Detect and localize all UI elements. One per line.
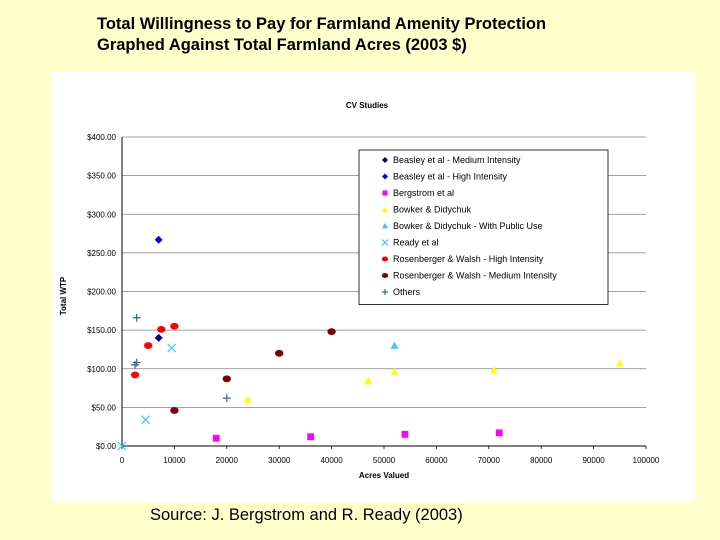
legend-marker bbox=[382, 289, 388, 295]
y-tick-label: $0.00 bbox=[96, 442, 117, 451]
y-tick-label: $100.00 bbox=[87, 365, 116, 374]
x-tick-label: 40000 bbox=[320, 456, 343, 465]
legend-entry: Rosenberger & Walsh - Medium Intensity bbox=[393, 271, 557, 281]
data-point bbox=[390, 367, 399, 376]
data-point bbox=[364, 377, 373, 385]
data-point bbox=[167, 343, 177, 353]
data-point bbox=[327, 328, 336, 336]
x-tick-label: 80000 bbox=[530, 456, 553, 465]
y-tick-label: $400.00 bbox=[87, 133, 116, 142]
legend-marker bbox=[381, 256, 389, 262]
legend-marker bbox=[382, 223, 388, 229]
y-tick-label: $250.00 bbox=[87, 249, 116, 258]
data-point bbox=[615, 359, 624, 367]
data-point bbox=[222, 394, 231, 403]
legend-marker bbox=[382, 157, 388, 163]
y-tick-label: $200.00 bbox=[87, 288, 116, 297]
source-note: Source: J. Bergstrom and R. Ready (2003) bbox=[150, 506, 463, 524]
data-point bbox=[132, 358, 141, 367]
data-point bbox=[130, 371, 140, 379]
legend-marker bbox=[382, 190, 388, 196]
data-point bbox=[275, 349, 284, 357]
slide-title: Total Willingness to Pay for Farmland Am… bbox=[97, 14, 697, 56]
legend-entry: Bowker & Didychuk - With Public Use bbox=[393, 221, 543, 231]
legend-entry: Ready et al bbox=[393, 238, 439, 248]
data-point bbox=[170, 322, 179, 330]
legend-entry: Beasley et al - Medium Intensity bbox=[393, 155, 521, 165]
data-point bbox=[117, 441, 127, 451]
data-point bbox=[490, 366, 499, 374]
slide-title-line-1: Total Willingness to Pay for Farmland Am… bbox=[97, 15, 547, 33]
y-tick-label: $300.00 bbox=[87, 210, 116, 219]
tick-layer: $0.00 $50.00 $100.00 $150.00 $200.00 $250.00 $… bbox=[87, 133, 660, 465]
legend-entry: Rosenberger & Walsh - High Intensity bbox=[393, 254, 544, 264]
axis-layer bbox=[121, 137, 647, 449]
chart-title: CV Studies bbox=[346, 101, 389, 110]
x-tick-label: 0 bbox=[120, 456, 125, 465]
legend-marker bbox=[381, 239, 389, 246]
chart-panel: CV Studies $0.00 $50.00 $100.00 $150.00 $200… bbox=[52, 72, 695, 502]
legend-entry: Bergstrom et al bbox=[393, 188, 454, 198]
data-point bbox=[495, 429, 503, 437]
x-tick-label: 70000 bbox=[478, 456, 501, 465]
legend-box bbox=[358, 149, 609, 305]
y-tick-label: $50.00 bbox=[92, 403, 117, 412]
y-axis-title: Total WTP bbox=[59, 276, 68, 315]
data-point bbox=[170, 407, 179, 414]
data-point bbox=[141, 415, 151, 425]
data-point bbox=[390, 341, 399, 349]
x-tick-label: 60000 bbox=[425, 456, 448, 465]
data-point bbox=[154, 235, 163, 244]
x-tick-label: 90000 bbox=[582, 456, 605, 465]
x-tick-label: 20000 bbox=[216, 456, 239, 465]
data-point bbox=[132, 313, 141, 322]
x-tick-label: 100000 bbox=[633, 456, 660, 465]
y-tick-label: $350.00 bbox=[87, 172, 116, 181]
data-point bbox=[243, 395, 252, 403]
x-tick-label: 10000 bbox=[163, 456, 186, 465]
x-tick-label: 30000 bbox=[268, 456, 291, 465]
x-tick-label: 50000 bbox=[373, 456, 396, 465]
legend-entry: Others bbox=[393, 287, 421, 297]
legend-marker bbox=[381, 272, 389, 279]
data-points bbox=[117, 235, 624, 451]
slide-title-line-2: Graphed Against Total Farmland Acres (20… bbox=[97, 36, 467, 54]
data-point bbox=[222, 375, 231, 383]
data-point bbox=[144, 342, 153, 349]
legend-marker bbox=[382, 173, 388, 180]
data-point bbox=[307, 433, 315, 441]
legend-entry: Bowker & Didychuk bbox=[393, 205, 472, 215]
data-point bbox=[157, 325, 166, 333]
legend-marker bbox=[382, 206, 388, 212]
x-axis-title: Acres Valued bbox=[359, 471, 409, 480]
data-point bbox=[401, 431, 409, 438]
legend: Beasley et al - Medium Intensity Beasley … bbox=[358, 149, 609, 305]
legend-entry: Beasley et al - High Intensity bbox=[393, 172, 508, 182]
scatter-chart: CV Studies $0.00 $50.00 $100.00 $150.00 $200… bbox=[59, 101, 660, 480]
y-tick-label: $150.00 bbox=[87, 326, 116, 335]
data-point bbox=[154, 333, 163, 342]
data-point bbox=[212, 434, 220, 442]
